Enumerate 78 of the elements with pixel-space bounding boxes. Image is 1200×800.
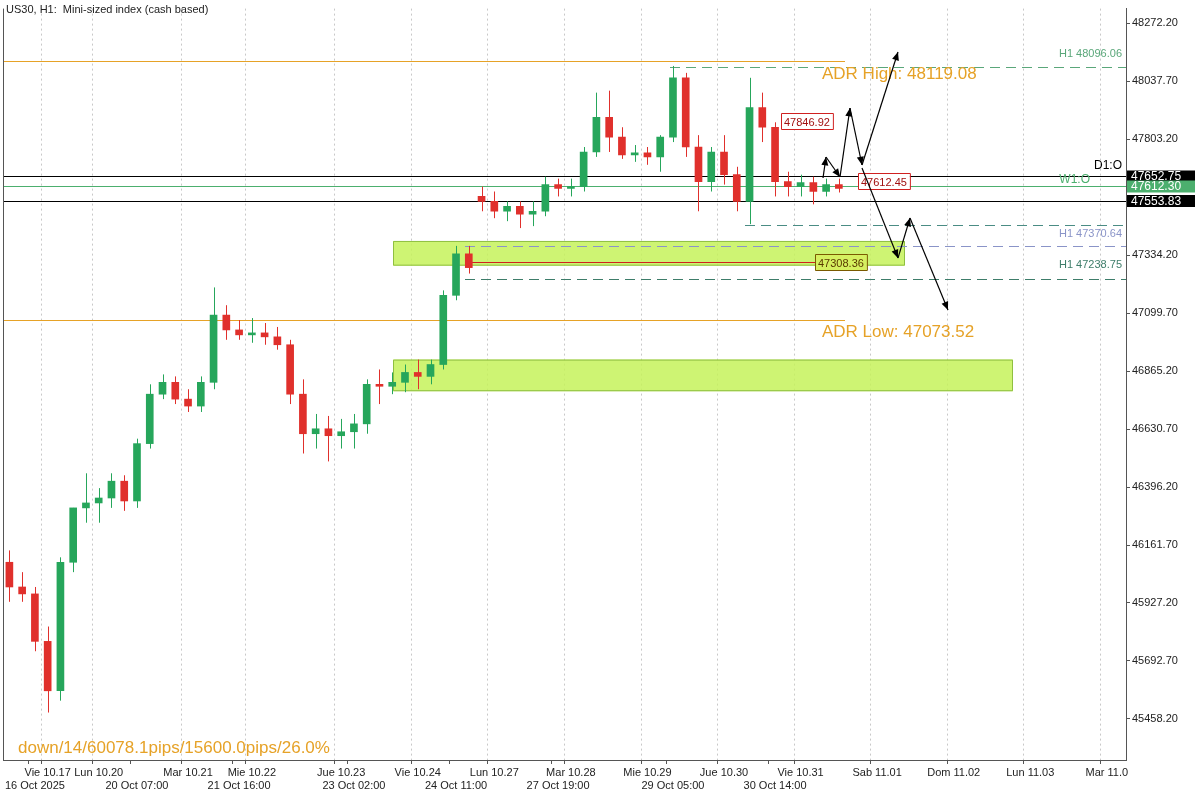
y-tick-label: 46630.70 xyxy=(1132,422,1178,435)
x-tick-label: Mie 10.22 xyxy=(227,765,276,778)
candlestick xyxy=(350,413,358,450)
candlestick xyxy=(184,388,192,413)
y-tick-label: 46396.20 xyxy=(1132,480,1178,493)
x-tick-label: Dom 11.02 xyxy=(927,765,981,778)
candlestick xyxy=(783,171,792,197)
candlestick xyxy=(809,176,818,205)
candlestick xyxy=(235,319,243,341)
annotation: down/14/60078.1pips/15600.0pips/26.0% xyxy=(18,737,330,757)
candlestick xyxy=(18,571,26,603)
y-tick-label: 47334.20 xyxy=(1132,248,1178,261)
x-tick-label: Lun 11.03 xyxy=(1006,765,1055,778)
y-tick-label: 46161.70 xyxy=(1132,538,1178,551)
candlestick xyxy=(222,304,231,341)
candlestick xyxy=(618,126,626,160)
x-tick-label: Mie 10.29 xyxy=(623,765,672,778)
annotation: 47846.92 xyxy=(784,115,830,128)
candlestick xyxy=(324,415,333,462)
candlestick xyxy=(337,418,346,450)
candlestick xyxy=(528,200,537,227)
x-tick-label: Jue 10.23 xyxy=(317,765,366,778)
candlestick xyxy=(758,92,767,143)
candlestick xyxy=(171,375,180,405)
x-tick-label: 29 Oct 05:00 xyxy=(641,778,705,791)
candlestick xyxy=(158,373,167,400)
x-tick-label: Mar 10.28 xyxy=(546,765,596,778)
y-tick-label: 47803.20 xyxy=(1132,132,1178,145)
y-tick-label: 45458.20 xyxy=(1132,711,1178,724)
candlestick xyxy=(656,134,665,173)
candlestick xyxy=(605,90,613,153)
x-tick-label: Mar 10.21 xyxy=(163,765,213,778)
candlestick xyxy=(375,368,384,405)
y-tick-label: 45692.70 xyxy=(1132,653,1178,666)
x-tick-label: 20 Oct 07:00 xyxy=(105,778,169,791)
candlestick xyxy=(720,134,728,186)
candlestick xyxy=(94,487,103,524)
y-tick-label: 45927.20 xyxy=(1132,596,1178,609)
candlestick xyxy=(796,174,805,197)
x-tick-label: Vie 10.24 xyxy=(394,765,441,778)
ref-line-label: H1 47238.75 xyxy=(1059,257,1122,270)
x-tick-label: Mar 11.0 xyxy=(1085,765,1129,778)
x-tick-label: Lun 10.20 xyxy=(74,765,124,778)
candlestick xyxy=(388,371,397,395)
candlestick xyxy=(516,200,524,229)
x-tick-label: 23 Oct 02:00 xyxy=(322,778,386,791)
y-tick-label: 47099.70 xyxy=(1132,306,1178,319)
ref-line-label: H1 47370.64 xyxy=(1059,227,1122,240)
candlestick xyxy=(311,413,320,450)
candlestick xyxy=(426,359,435,385)
annotation: 47308.36 xyxy=(818,256,864,269)
candlestick xyxy=(120,474,129,512)
y-tick-label: 48037.70 xyxy=(1132,74,1178,87)
x-tick-label: 16 Oct 2025 xyxy=(4,778,65,791)
ref-line-label: D1:O xyxy=(1093,157,1122,172)
candlestick xyxy=(490,191,499,219)
x-tick-label: 27 Oct 19:00 xyxy=(526,778,590,791)
y-tick-label: 46865.20 xyxy=(1132,364,1178,377)
x-tick-label: Lun 10.27 xyxy=(469,765,519,778)
x-tick-label: Jue 10.30 xyxy=(699,765,749,778)
candlestick xyxy=(503,200,511,222)
text: 47612.30 xyxy=(1131,179,1182,194)
candlestick xyxy=(413,359,422,390)
y-tick-label: 48272.20 xyxy=(1132,16,1178,29)
x-tick-label: 21 Oct 16:00 xyxy=(207,778,271,791)
x-tick-label: Sab 11.01 xyxy=(852,765,902,778)
x-tick-label: Vie 10.31 xyxy=(777,765,824,778)
chart-title: US30, H1: Mini-sized index (cash based) xyxy=(6,3,209,16)
candlestick xyxy=(82,472,90,524)
candlestick xyxy=(477,186,486,212)
candlestick xyxy=(401,364,409,393)
x-tick-label: Vie 10.17 xyxy=(24,765,71,778)
text: 47553.83 xyxy=(1131,193,1182,208)
ref-line-label: ADR Low: 47073.52 xyxy=(822,322,975,342)
candlestick xyxy=(464,245,473,275)
ref-line-label: H1 48096.06 xyxy=(1059,46,1122,59)
x-tick-label: 30 Oct 14:00 xyxy=(743,778,807,791)
x-tick-label: 24 Oct 11:00 xyxy=(424,778,488,791)
